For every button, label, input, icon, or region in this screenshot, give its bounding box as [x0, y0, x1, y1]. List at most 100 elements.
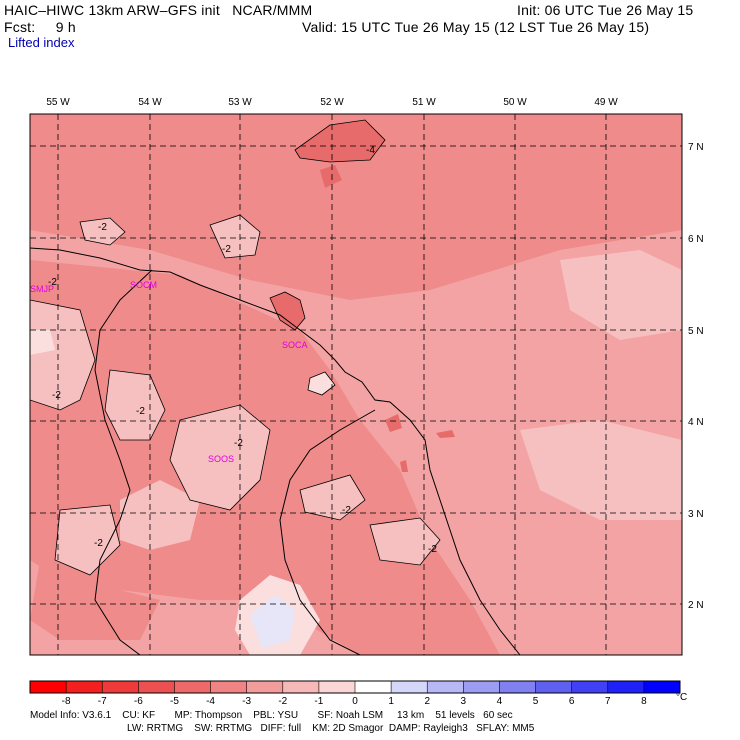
light-region-sw — [55, 505, 120, 575]
colorbar — [29, 680, 681, 694]
contour-light-spot — [307, 371, 336, 396]
lon-label: 52 W — [320, 97, 344, 108]
lon-label: 51 W — [412, 97, 436, 108]
contour-nw — [79, 217, 126, 246]
colorbar-swatch — [282, 681, 320, 693]
colorbar-swatch — [138, 681, 175, 693]
colorbar-swatch — [102, 681, 139, 693]
contour-n — [209, 214, 261, 259]
lat-label: 6 N — [688, 234, 704, 245]
model-info-line1: Model Info: V3.6.1 CU: KF MP: Thompson P… — [30, 710, 513, 721]
colorbar-tick-label: 5 — [532, 696, 539, 707]
colorbar-tick-label: 2 — [424, 696, 430, 707]
light-region-se — [370, 518, 440, 565]
blue-spot-south — [250, 595, 295, 648]
colorbar-swatch — [174, 681, 212, 693]
darkest-spot-east — [385, 414, 402, 432]
colorbar-swatch — [571, 681, 609, 693]
colorbar-swatch — [30, 681, 67, 693]
contour-e — [299, 474, 366, 521]
colorbar-swatch — [355, 681, 392, 693]
darkest-spot-tiny — [400, 460, 408, 472]
colorbar-swatch — [210, 681, 248, 693]
colorbar-tick-label: -7 — [97, 696, 107, 707]
light-region-east — [520, 420, 682, 520]
lat-label: 5 N — [688, 326, 704, 337]
dark-region-north — [30, 114, 682, 300]
colorbar-tick-label: 3 — [460, 696, 467, 707]
light-region-west — [30, 300, 95, 410]
init-time: Init: 06 UTC Tue 26 May 15 — [517, 2, 694, 18]
contour-label: -2 — [136, 406, 145, 417]
light-region-s — [120, 480, 200, 550]
border-frenchguiana-brazil — [279, 409, 376, 655]
colorbar-tick-label: -3 — [242, 696, 252, 707]
colorbar-tick-label: 4 — [496, 696, 503, 707]
contour-label: -4 — [366, 145, 375, 156]
lon-label: 49 W — [594, 97, 618, 108]
contour-label: -2 — [234, 438, 243, 449]
colorbar-swatch — [463, 681, 500, 693]
station-soos: SOOS — [208, 454, 234, 464]
colorbar-tick-label: 1 — [388, 696, 394, 707]
colorbar-tick-label: -8 — [61, 696, 71, 707]
lat-label: 7 N — [688, 142, 704, 153]
contour-se — [369, 517, 441, 566]
colorbar-swatch — [246, 681, 284, 693]
light-region-n — [210, 215, 260, 258]
light-region-center — [170, 405, 270, 510]
lon-label: 53 W — [228, 97, 252, 108]
station-smjp: SMJP — [30, 284, 54, 294]
colorbar-tick-label: 7 — [604, 696, 611, 707]
coastline — [30, 247, 521, 655]
light-region-e — [300, 475, 365, 520]
contour-sw — [54, 504, 121, 576]
map-frame — [29, 113, 683, 656]
darkest-spot-east2 — [436, 430, 455, 438]
contour-center — [169, 404, 271, 511]
colorbar-swatch — [66, 681, 103, 693]
lat-label: 3 N — [688, 509, 704, 520]
darkest-spot-small — [320, 165, 342, 188]
contour-label: -2 — [222, 244, 231, 255]
station-soca: SOCA — [282, 340, 308, 350]
colorbar-tick-label: 6 — [568, 696, 575, 707]
model-info-line2: LW: RRTMG SW: RRTMG DIFF: full KM: 2D Sm… — [127, 723, 535, 734]
forecast-hour: Fcst: 9 h — [4, 19, 76, 35]
colorbar-swatch — [427, 681, 464, 693]
contour-west — [30, 299, 96, 411]
border-suriname-guyana — [94, 269, 153, 655]
darkest-spot-coast — [270, 292, 305, 330]
colorbar-swatch — [643, 681, 681, 693]
contour-minus4 — [294, 119, 386, 163]
colorbar-swatch — [391, 681, 428, 693]
colorbar-tick-label: -5 — [169, 696, 179, 707]
contour-label: -2 — [48, 277, 57, 288]
field-name: Lifted index — [8, 35, 75, 50]
colorbar-unit: °C — [676, 692, 688, 703]
colorbar-tick-label: 0 — [352, 696, 358, 707]
lon-label: 50 W — [503, 97, 527, 108]
valid-time: Valid: 15 UTC Tue 26 May 15 (12 LST Tue … — [302, 19, 650, 35]
lat-label: 4 N — [688, 417, 704, 428]
colorbar-tick-label: -1 — [314, 696, 324, 707]
contour-label: -2 — [98, 222, 107, 233]
colorbar-swatch — [318, 681, 356, 693]
contour-label: -2 — [52, 390, 61, 401]
lat-label: 2 N — [688, 600, 704, 611]
colorbar-tick-label: -6 — [133, 696, 143, 707]
darkest-spot-north — [295, 120, 385, 162]
model-title: HAIC–HIWC 13km ARW–GFS init NCAR/MMM — [4, 2, 313, 18]
lon-label: 55 W — [46, 97, 70, 108]
lightest-spot-w — [30, 330, 55, 355]
lightest-spot — [308, 372, 335, 395]
light-region-ne — [560, 250, 682, 340]
colorbar-swatch — [499, 681, 537, 693]
colorbar-swatch — [607, 681, 645, 693]
contour-label: -2 — [342, 505, 351, 516]
station-socm: SOCM — [130, 280, 157, 290]
colorbar-tick-label: -2 — [278, 696, 288, 707]
contour-label: -2 — [428, 544, 437, 555]
colorbar-tick-label: 8 — [641, 696, 647, 707]
